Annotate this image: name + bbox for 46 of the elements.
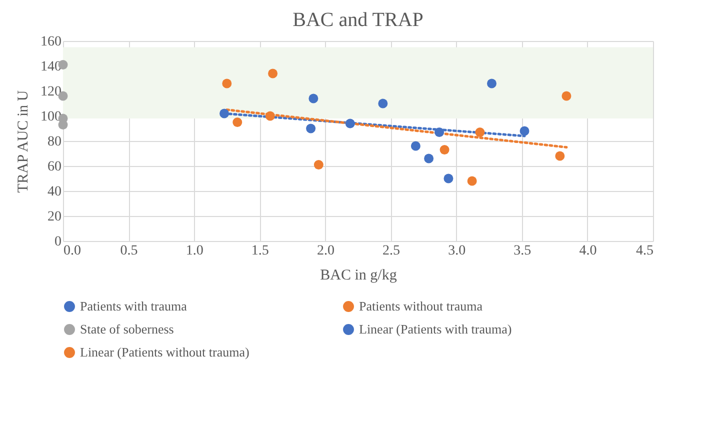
x-tick-label: 3.5 [514,244,532,258]
x-tick-label: 2.0 [316,244,334,258]
point [434,128,444,137]
point [444,174,454,184]
point [440,145,450,154]
x-tick-label: 0.0 [64,244,81,258]
y-tick-label: 40 [48,184,62,200]
point [562,91,572,101]
point [378,98,388,108]
point [520,126,530,136]
point [265,111,275,121]
point [308,94,318,104]
y-tick-label: 80 [48,134,62,150]
point [58,120,68,130]
point [410,141,420,151]
y-axis-title: TRAP AUC in U [16,90,32,193]
point [220,108,230,118]
y-tick-label: 20 [48,210,62,224]
y-tick-label: 0 [54,234,62,250]
x-tick-label: 4.5 [636,244,654,258]
point [475,128,485,137]
legend-label: Patients without trauma [359,298,483,314]
point [345,118,355,128]
point [232,118,242,127]
x-tick-label: 4.0 [579,244,597,258]
point [222,78,232,88]
point [306,124,316,134]
y-tick-label: 60 [48,160,62,174]
chart-title: BAC and TRAP [292,9,424,31]
legend-label: Linear (Patients with trauma) [359,322,512,336]
point [467,176,477,186]
point [314,160,324,170]
x-axis-title: BAC in g/kg [320,268,398,284]
legend-label: State of soberness [80,322,174,336]
y-tick-label: 160 [40,34,62,50]
x-tick-label: 2.5 [382,244,400,258]
x-tick-label: 0.5 [120,244,138,258]
legend-label: Linear (Patients without trauma) [80,344,250,360]
point [555,151,565,161]
point [268,68,278,78]
x-tick-label: 1.0 [186,244,204,258]
point [424,154,434,164]
point [486,78,496,88]
x-tick-label: 1.5 [251,244,269,258]
x-tick-label: 3.0 [448,244,466,258]
legend-label: Patients with trauma [80,298,188,314]
